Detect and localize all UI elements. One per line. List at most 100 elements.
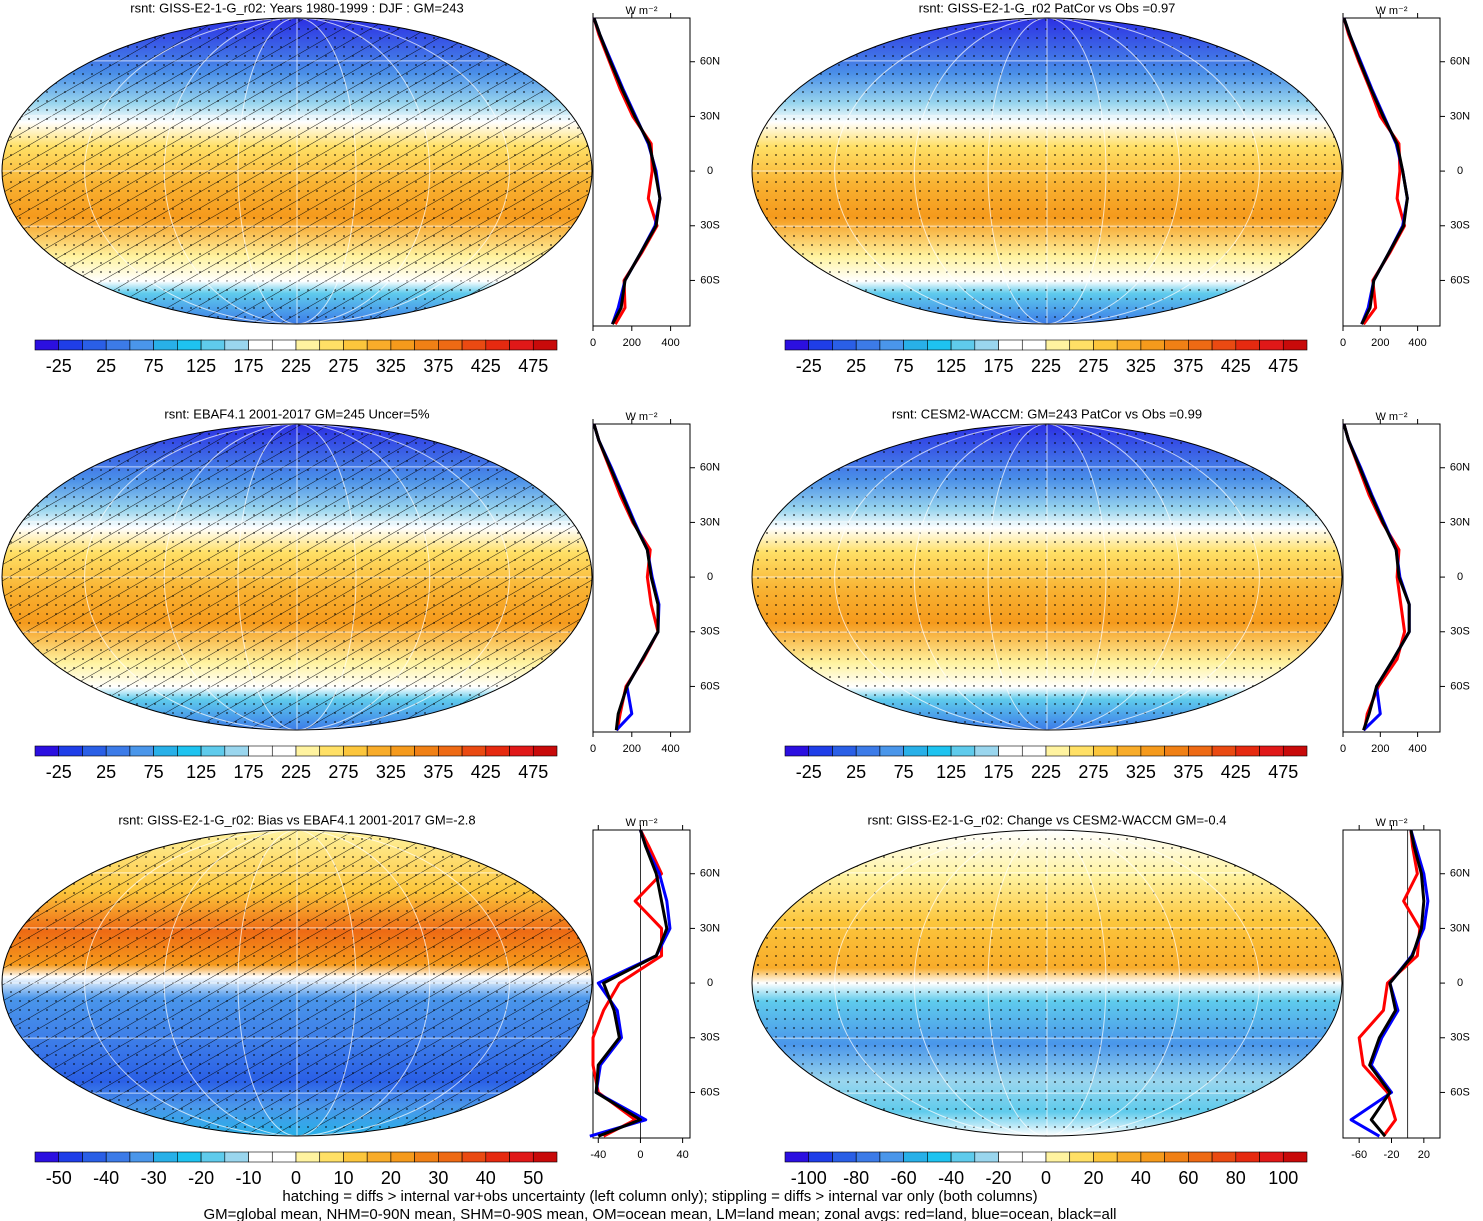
zonal-line	[592, 423, 660, 731]
colorbar-tick-label: 25	[846, 762, 866, 782]
colorbar-box	[319, 339, 344, 351]
map-title: rsnt: GISS-E2-1-G_r02 PatCor vs Obs =0.9…	[919, 0, 1176, 15]
colorbar-box	[82, 339, 107, 351]
y-tick-label: 30N	[700, 922, 720, 934]
x-tick-label: 0	[1340, 337, 1346, 349]
colorbar-tick-label: 20	[1083, 1168, 1103, 1188]
colorbar-tick-label: -40	[93, 1168, 119, 1188]
colorbar-box	[1021, 1151, 1047, 1163]
y-tick-label: 60N	[700, 868, 720, 880]
y-tick-label: 30N	[700, 110, 720, 122]
colorbar-box	[974, 339, 999, 351]
colorbar-box	[927, 745, 952, 757]
colorbar-tick-label: 25	[846, 356, 866, 376]
colorbar-box	[974, 1151, 999, 1163]
colorbar-box	[224, 1151, 249, 1163]
colorbar-box	[1140, 1151, 1165, 1163]
y-tick-label: 60N	[1450, 56, 1470, 68]
colorbar-box	[855, 339, 881, 351]
colorbar-box	[927, 1151, 952, 1163]
map-title: rsnt: EBAF4.1 2001-2017 GM=245 Uncer=5%	[164, 406, 430, 421]
colorbar-box	[1045, 339, 1071, 351]
colorbar-tick-label: 425	[1221, 762, 1251, 782]
colorbar-tick-label: 225	[1031, 356, 1061, 376]
x-tick-label: 200	[623, 337, 641, 349]
colorbar-box	[1093, 339, 1118, 351]
colorbar-tick-label: -10	[236, 1168, 262, 1188]
x-tick-label: 0	[590, 337, 596, 349]
colorbar-tick-label: -20	[188, 1168, 214, 1188]
colorbar-box	[366, 339, 392, 351]
colorbar-tick-label: 25	[96, 762, 116, 782]
colorbar-box	[248, 339, 273, 351]
colorbar-box	[1235, 1151, 1260, 1163]
y-tick-label: 60S	[700, 274, 720, 286]
x-tick-label: 20	[1418, 1149, 1430, 1161]
colorbar-box	[1259, 745, 1284, 757]
colorbar-tick-label: 375	[1173, 762, 1203, 782]
colorbar-box	[784, 745, 810, 757]
zonal-frame	[1342, 17, 1441, 327]
colorbar-tick-label: 375	[1173, 356, 1203, 376]
colorbar-box	[808, 339, 833, 351]
colorbar-tick-label: -25	[796, 356, 822, 376]
y-tick-label: 0	[1457, 977, 1463, 989]
colorbar-box	[509, 339, 534, 351]
y-tick-label: 60S	[1450, 1086, 1470, 1098]
y-tick-label: 30S	[700, 626, 720, 638]
colorbar-box	[485, 745, 510, 757]
colorbar-tick-label: -25	[796, 762, 822, 782]
colorbar-box	[879, 339, 904, 351]
colorbar-box	[153, 1151, 178, 1163]
colorbar-box	[1116, 745, 1142, 757]
zonal-unit: W m⁻²	[1375, 5, 1407, 17]
y-tick-label: 0	[1457, 165, 1463, 177]
colorbar-tick-label: 80	[1226, 1168, 1246, 1188]
colorbar-box	[998, 339, 1023, 351]
zonal-frame	[592, 423, 691, 733]
y-tick-label: 30N	[1450, 516, 1470, 528]
colorbar-box	[271, 1151, 297, 1163]
colorbar-tick-label: 75	[144, 762, 164, 782]
colorbar-tick-label: 275	[1078, 356, 1108, 376]
colorbar-box	[903, 745, 928, 757]
colorbar-box	[82, 1151, 107, 1163]
colorbar-tick-label: 475	[1268, 762, 1298, 782]
footer-note: hatching = diffs > internal var+obs unce…	[282, 1188, 1037, 1205]
colorbar-box	[1211, 1151, 1237, 1163]
colorbar-box	[1069, 745, 1094, 757]
colorbar-box	[319, 745, 344, 757]
colorbar-box	[343, 745, 368, 757]
colorbar-box	[1093, 745, 1118, 757]
y-tick-label: 60S	[700, 680, 720, 692]
map-border	[751, 829, 1343, 1137]
colorbar-tick-label: 175	[984, 356, 1014, 376]
colorbar-box	[248, 745, 273, 757]
colorbar-box	[105, 745, 131, 757]
colorbar-tick-label: 40	[1131, 1168, 1151, 1188]
colorbar-tick-label: 425	[471, 356, 501, 376]
colorbar-box	[224, 745, 249, 757]
colorbar-box	[1140, 339, 1165, 351]
colorbar-box	[271, 339, 297, 351]
x-tick-label: 200	[1371, 337, 1389, 349]
y-tick-label: 60S	[1450, 274, 1470, 286]
y-tick-label: 30S	[700, 1032, 720, 1044]
colorbar-tick-label: 225	[281, 356, 311, 376]
zonal-line	[1357, 829, 1422, 1138]
colorbar-box	[1021, 339, 1047, 351]
map-border	[1, 829, 593, 1137]
colorbar-box	[295, 745, 321, 757]
colorbar-box	[1211, 745, 1237, 757]
zonal-unit: W m⁻²	[625, 5, 657, 17]
map-title: rsnt: CESM2-WACCM: GM=243 PatCor vs Obs …	[892, 406, 1202, 421]
x-tick-label: -40	[590, 1149, 606, 1161]
colorbar-box	[1282, 1151, 1308, 1163]
colorbar-tick-label: 50	[523, 1168, 543, 1188]
colorbar-box	[271, 745, 297, 757]
colorbar-tick-label: 325	[376, 762, 406, 782]
x-tick-label: 200	[1371, 743, 1389, 755]
colorbar-box	[485, 339, 510, 351]
colorbar-box	[1093, 1151, 1118, 1163]
